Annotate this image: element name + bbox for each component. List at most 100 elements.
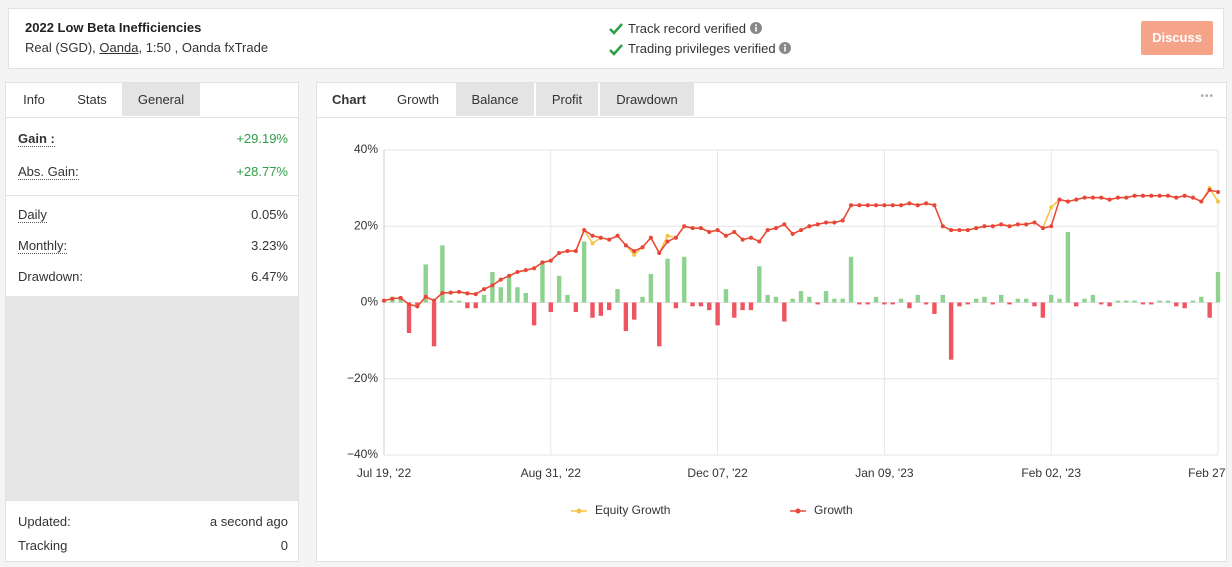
bar: [840, 298, 845, 303]
point: [473, 292, 478, 297]
point: [632, 252, 637, 257]
x-tick-label: Aug 31, '22: [521, 466, 582, 480]
point: [1199, 199, 1204, 204]
broker-link[interactable]: Oanda: [99, 40, 139, 55]
point: [507, 273, 512, 278]
discuss-button[interactable]: Discuss: [1141, 21, 1213, 55]
bar: [932, 302, 937, 314]
point: [782, 222, 787, 227]
tab[interactable]: Drawdown: [600, 83, 694, 116]
point: [540, 260, 545, 265]
bar: [1057, 298, 1062, 303]
bar: [857, 302, 862, 305]
x-tick-label: Dec 07, '22: [687, 466, 748, 480]
bar: [832, 298, 837, 303]
point: [607, 237, 612, 242]
bar: [807, 296, 812, 303]
point: [382, 298, 386, 303]
check-icon: [609, 44, 623, 56]
bar: [1074, 302, 1079, 307]
bar: [907, 302, 912, 309]
bar: [423, 264, 428, 303]
verification: Trading privileges verified: [628, 41, 792, 56]
info-icon[interactable]: [749, 22, 762, 34]
point: [457, 289, 462, 294]
bar: [782, 302, 787, 322]
point: [1165, 193, 1170, 198]
separator: [6, 500, 298, 501]
point: [707, 229, 712, 234]
point: [1049, 224, 1054, 229]
stat-value: +29.19%: [236, 131, 288, 146]
bar: [915, 294, 920, 303]
point: [682, 224, 687, 229]
chart-heading: Chart: [332, 92, 366, 107]
bar: [1082, 298, 1087, 303]
point: [407, 302, 412, 307]
point: [1024, 222, 1029, 227]
point: [865, 203, 870, 208]
point: [1174, 195, 1179, 200]
bar: [448, 300, 453, 303]
point: [523, 268, 528, 273]
point: [949, 228, 954, 233]
point: [1099, 195, 1104, 200]
x-tick-label: Jan 09, '23: [855, 466, 914, 480]
point: [890, 203, 895, 208]
bar: [665, 258, 670, 303]
tab[interactable]: Profit: [536, 83, 598, 116]
point: [799, 228, 803, 233]
tab[interactable]: Stats: [62, 83, 122, 116]
point: [790, 231, 795, 236]
stat-label: Abs. Gain:: [18, 164, 79, 180]
legend-marker: [795, 508, 801, 514]
bar: [473, 302, 478, 309]
tab[interactable]: Balance: [456, 83, 534, 116]
bar: [1165, 300, 1171, 303]
bar: [1157, 300, 1162, 303]
point: [940, 224, 945, 229]
stat-value: 3.23%: [251, 238, 288, 253]
bar: [398, 298, 403, 303]
bar: [1140, 302, 1146, 305]
check-icon: [609, 23, 623, 35]
x-tick-label: Jul 19, '22: [357, 466, 412, 480]
tab[interactable]: General: [122, 83, 200, 116]
point: [840, 218, 845, 223]
bar: [1124, 300, 1129, 303]
point: [915, 203, 920, 208]
bar: [506, 275, 512, 303]
point: [1182, 193, 1187, 198]
bar: [865, 302, 870, 305]
bar: [1215, 272, 1221, 303]
stat-label: Drawdown:: [18, 269, 84, 284]
bar: [740, 302, 745, 311]
point: [415, 304, 420, 309]
bar: [690, 302, 695, 307]
point: [957, 228, 962, 233]
info-icon[interactable]: [779, 42, 792, 54]
bar: [723, 289, 729, 303]
stat-label: Updated:: [18, 514, 71, 529]
bar: [1015, 298, 1021, 303]
point: [1007, 224, 1012, 229]
tab[interactable]: Growth: [382, 83, 454, 116]
point: [698, 226, 703, 231]
bar: [1199, 296, 1204, 303]
point: [849, 203, 854, 208]
bar: [798, 291, 804, 303]
point: [824, 220, 829, 225]
stats-tabs: Info Stats General: [6, 83, 298, 118]
bar: [623, 302, 629, 332]
stat-label: Gain :: [18, 131, 55, 147]
menu-button[interactable]: •••: [1200, 91, 1214, 102]
bar: [673, 302, 679, 309]
point: [573, 249, 578, 254]
bar: [1099, 302, 1104, 305]
point: [1216, 199, 1220, 204]
point: [598, 235, 603, 240]
point: [1149, 193, 1154, 198]
tab[interactable]: Info: [23, 92, 45, 107]
point: [1107, 197, 1112, 202]
